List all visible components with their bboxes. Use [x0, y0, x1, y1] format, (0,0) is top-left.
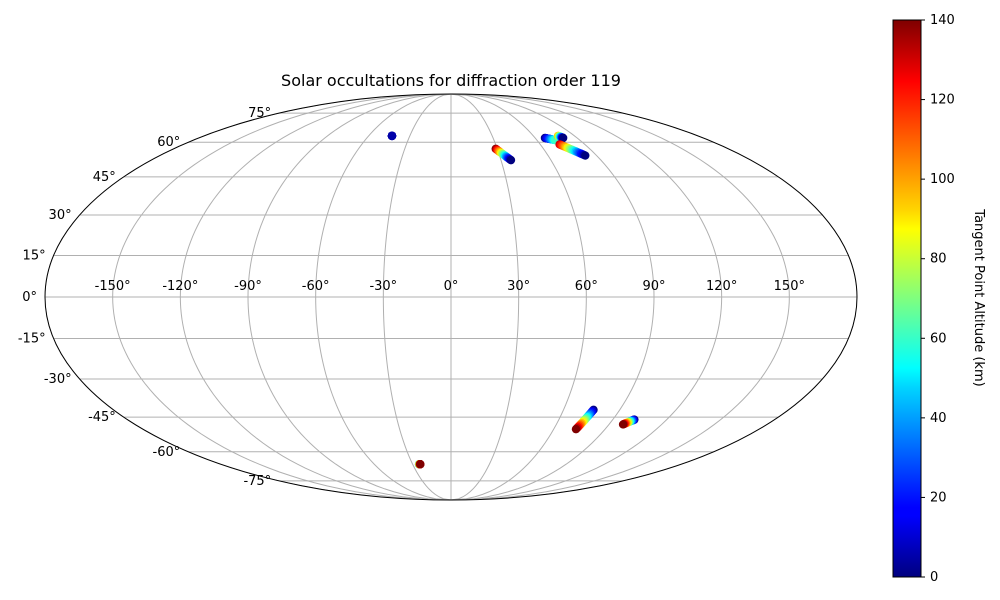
longitude-tick-label: -120° — [162, 279, 198, 294]
colorbar-label: Tangent Point Altitude (km) — [971, 208, 986, 386]
longitude-tick-label: 120° — [706, 279, 737, 294]
latitude-tick-label: 75° — [248, 106, 271, 121]
colorbar: 0 20 40 60 80 100 120 140 Tangent Point Altitud… — [892, 13, 986, 585]
chart-title: Solar occultations for diffraction order… — [281, 71, 621, 90]
latitude-tick-label: -60° — [153, 445, 181, 460]
longitude-tick-label: -60° — [302, 279, 330, 294]
colorbar-tick-label: 140 — [930, 13, 955, 28]
occultation-point — [581, 151, 590, 160]
colorbar-tick-label: 120 — [930, 93, 955, 108]
colorbar-tick-label: 40 — [930, 411, 947, 426]
longitude-tick-labels: -150° -120° -90° -60° -30° 0° 30° 60° 90° 120° 150… — [95, 279, 805, 294]
occultation-point — [506, 155, 516, 165]
map-boundary — [44, 93, 858, 501]
colorbar-tick-label: 20 — [930, 490, 947, 505]
graticule — [45, 94, 857, 500]
longitude-tick-label: -30° — [369, 279, 397, 294]
longitude-tick-label: -150° — [95, 279, 131, 294]
latitude-tick-label: -30° — [44, 372, 72, 387]
longitude-tick-label: 60° — [575, 279, 598, 294]
latitude-tick-label: 30° — [49, 208, 72, 223]
occultation-point — [558, 133, 568, 143]
colorbar-tick-label: 100 — [930, 172, 955, 187]
colorbar-tick-label: 60 — [930, 331, 947, 346]
latitude-tick-label: 0° — [22, 290, 37, 305]
longitude-tick-label: 30° — [507, 279, 530, 294]
latitude-tick-label: -75° — [243, 474, 271, 489]
latitude-tick-label: 45° — [93, 170, 116, 185]
colorbar-ticks: 0 20 40 60 80 100 120 140 — [921, 13, 955, 585]
occultation-point — [387, 131, 397, 141]
colorbar-tick-label: 80 — [930, 252, 947, 267]
latitude-tick-label: 15° — [23, 248, 46, 263]
latitude-tick-label: 60° — [157, 135, 180, 150]
occultation-point — [618, 420, 628, 429]
occultation-points — [387, 131, 639, 469]
colorbar-tick-label: 0 — [930, 570, 938, 585]
latitude-tick-labels: -75° -60° -45° -30° -15° 0° 15° 30° 45° 60° 75° — [18, 106, 271, 489]
colorbar-gradient — [892, 19, 922, 578]
mollweide-map: -150° -120° -90° -60° -30° 0° 30° 60° 90° 120° 150… — [18, 93, 858, 501]
occultation-point — [571, 424, 581, 434]
latitude-tick-label: -15° — [18, 332, 46, 347]
latitude-tick-label: -45° — [88, 410, 116, 425]
longitude-tick-label: 90° — [642, 279, 665, 294]
longitude-tick-label: -90° — [234, 279, 262, 294]
longitude-tick-label: 0° — [444, 279, 459, 294]
occultation-point — [416, 460, 425, 469]
longitude-tick-label: 150° — [774, 279, 805, 294]
